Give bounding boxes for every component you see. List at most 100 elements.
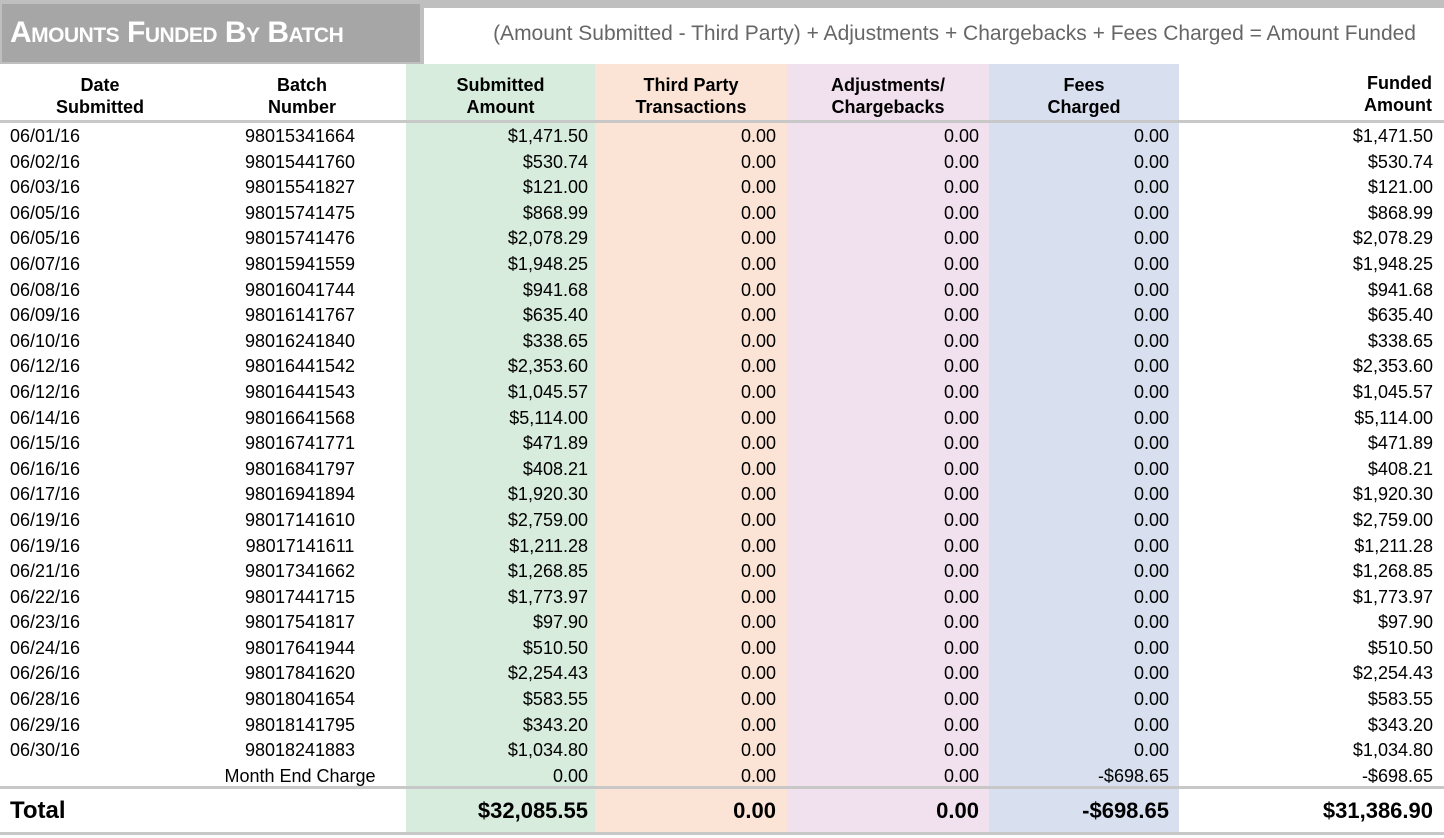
table-row: 06/21/16 98017341662 $1,268.85 0.00 0.00 0.00… [0, 559, 1444, 585]
cell-submitted-amount: $471.89 [522, 433, 588, 454]
cell-funded-amount: $868.99 [1367, 202, 1433, 223]
cell-third-party: 0.00 [740, 612, 776, 633]
cell-adjustments: 0.00 [943, 126, 979, 146]
total-fees: -$698.65 [1082, 798, 1169, 823]
cell-date: 06/24/16 [10, 637, 81, 658]
cell-adjustments: 0.00 [943, 765, 979, 786]
cell-batch-number: 98018141795 [244, 714, 356, 735]
cell-submitted-amount: $868.99 [522, 202, 588, 223]
adjustments-column-band [787, 64, 989, 832]
formula-box: (Amount Submitted - Third Party) + Adjus… [424, 8, 1444, 64]
cell-date: 06/16/16 [10, 458, 81, 479]
cell-batch-number: 98015741475 [244, 202, 356, 223]
cell-funded-amount: $1,471.50 [1352, 126, 1433, 146]
cell-adjustments: 0.00 [943, 407, 979, 428]
cell-funded-amount: $471.89 [1367, 433, 1433, 454]
header-batch-number: Batch Number [267, 75, 336, 117]
cell-batch-number: 98015941559 [244, 253, 356, 274]
table-row: 06/23/16 98017541817 $97.90 0.00 0.00 0.00 $97… [0, 610, 1444, 636]
cell-funded-amount: $343.20 [1367, 714, 1433, 735]
total-row: Total $32,085.55 0.00 0.00 -$698.65 $31,… [0, 792, 1444, 830]
cell-adjustments: 0.00 [943, 663, 979, 684]
cell-funded-amount: $510.50 [1367, 637, 1433, 658]
batch-table-body: 06/01/16 98015341664 $1,471.50 0.00 0.00 0.00… [0, 124, 1444, 789]
table-row: 06/17/16 98016941894 $1,920.30 0.00 0.00 0.00… [0, 482, 1444, 508]
total-third-party: 0.00 [733, 798, 776, 823]
table-row: 06/29/16 98018141795 $343.20 0.00 0.00 0.00 $3… [0, 713, 1444, 739]
cell-date: 06/21/16 [10, 561, 81, 582]
total-funded: $31,386.90 [1322, 798, 1433, 823]
cell-fees-charged: 0.00 [1133, 637, 1169, 658]
table-row: Month End Charge 0.00 0.00 0.00 -$698.65 -$69… [0, 764, 1444, 790]
table-row: 06/22/16 98017441715 $1,773.97 0.00 0.00 0.00… [0, 585, 1444, 611]
cell-fees-charged: 0.00 [1133, 305, 1169, 326]
cell-third-party: 0.00 [740, 689, 776, 710]
cell-adjustments: 0.00 [943, 279, 979, 300]
cell-funded-amount: $2,078.29 [1352, 228, 1433, 249]
cell-funded-amount: $2,759.00 [1352, 509, 1433, 530]
cell-batch-number: Month End Charge [224, 765, 376, 786]
table-row: 06/15/16 98016741771 $471.89 0.00 0.00 0.00 $4… [0, 431, 1444, 457]
cell-third-party: 0.00 [740, 484, 776, 505]
cell-funded-amount: $408.21 [1367, 458, 1433, 479]
cell-date: 06/19/16 [10, 509, 81, 530]
cell-submitted-amount: $2,353.60 [507, 356, 588, 377]
cell-batch-number: 98016941894 [244, 484, 356, 505]
cell-adjustments: 0.00 [943, 305, 979, 326]
cell-fees-charged: 0.00 [1133, 458, 1169, 479]
cell-batch-number: 98017841620 [244, 663, 356, 684]
cell-batch-number: 98016741771 [244, 433, 356, 454]
cell-third-party: 0.00 [740, 356, 776, 377]
cell-adjustments: 0.00 [943, 228, 979, 249]
cell-batch-number: 98015541827 [244, 177, 356, 198]
table-row: 06/16/16 98016841797 $408.21 0.00 0.00 0.00 $4… [0, 457, 1444, 483]
cell-date: 06/03/16 [10, 177, 81, 198]
table-row: 06/10/16 98016241840 $338.65 0.00 0.00 0.00 $3… [0, 329, 1444, 355]
cell-adjustments: 0.00 [943, 330, 979, 351]
cell-adjustments: 0.00 [943, 561, 979, 582]
total-label: Total [10, 797, 66, 824]
cell-third-party: 0.00 [740, 714, 776, 735]
table-row: 06/09/16 98016141767 $635.40 0.00 0.00 0.00 $6… [0, 303, 1444, 329]
cell-batch-number: 98017541817 [244, 612, 356, 633]
cell-fees-charged: 0.00 [1133, 740, 1169, 761]
cell-third-party: 0.00 [740, 202, 776, 223]
cell-funded-amount: $941.68 [1367, 279, 1433, 300]
cell-third-party: 0.00 [740, 458, 776, 479]
cell-third-party: 0.00 [740, 740, 776, 761]
cell-fees-charged: 0.00 [1133, 714, 1169, 735]
cell-funded-amount: $5,114.00 [1354, 407, 1433, 428]
cell-batch-number: 98016041744 [244, 279, 356, 300]
cell-funded-amount: -$698.65 [1361, 765, 1433, 786]
cell-batch-number: 98017641944 [244, 637, 356, 658]
cell-date: 06/30/16 [10, 740, 81, 761]
cell-funded-amount: $1,034.80 [1352, 740, 1433, 761]
cell-funded-amount: $583.55 [1367, 689, 1433, 710]
header-funded-amount: Funded Amount [1364, 73, 1432, 115]
fees-column-band [989, 64, 1179, 832]
cell-third-party: 0.00 [740, 586, 776, 607]
cell-funded-amount: $338.65 [1367, 330, 1433, 351]
cell-adjustments: 0.00 [943, 433, 979, 454]
table-row: 06/19/16 98017141610 $2,759.00 0.00 0.00 0.00… [0, 508, 1444, 534]
header-adjustments: Adjustments/ Chargebacks [830, 75, 945, 117]
cell-fees-charged: 0.00 [1133, 202, 1169, 223]
cell-adjustments: 0.00 [943, 586, 979, 607]
cell-funded-amount: $2,353.60 [1352, 356, 1433, 377]
cell-third-party: 0.00 [740, 279, 776, 300]
header-fees-charged: Fees Charged [1047, 75, 1121, 117]
cell-submitted-amount: $1,948.25 [507, 253, 588, 274]
cell-fees-charged: 0.00 [1133, 689, 1169, 710]
cell-batch-number: 98016241840 [244, 330, 356, 351]
cell-date: 06/19/16 [10, 535, 81, 556]
cell-fees-charged: 0.00 [1133, 356, 1169, 377]
table-row: 06/26/16 98017841620 $2,254.43 0.00 0.00 0.00… [0, 661, 1444, 687]
cell-date: 06/14/16 [10, 407, 81, 428]
cell-third-party: 0.00 [740, 253, 776, 274]
cell-date: 06/29/16 [10, 714, 81, 735]
cell-third-party: 0.00 [740, 561, 776, 582]
cell-batch-number: 98017141610 [244, 509, 356, 530]
cell-date: 06/01/16 [10, 126, 81, 146]
cell-third-party: 0.00 [740, 663, 776, 684]
bottom-border [0, 832, 1444, 835]
